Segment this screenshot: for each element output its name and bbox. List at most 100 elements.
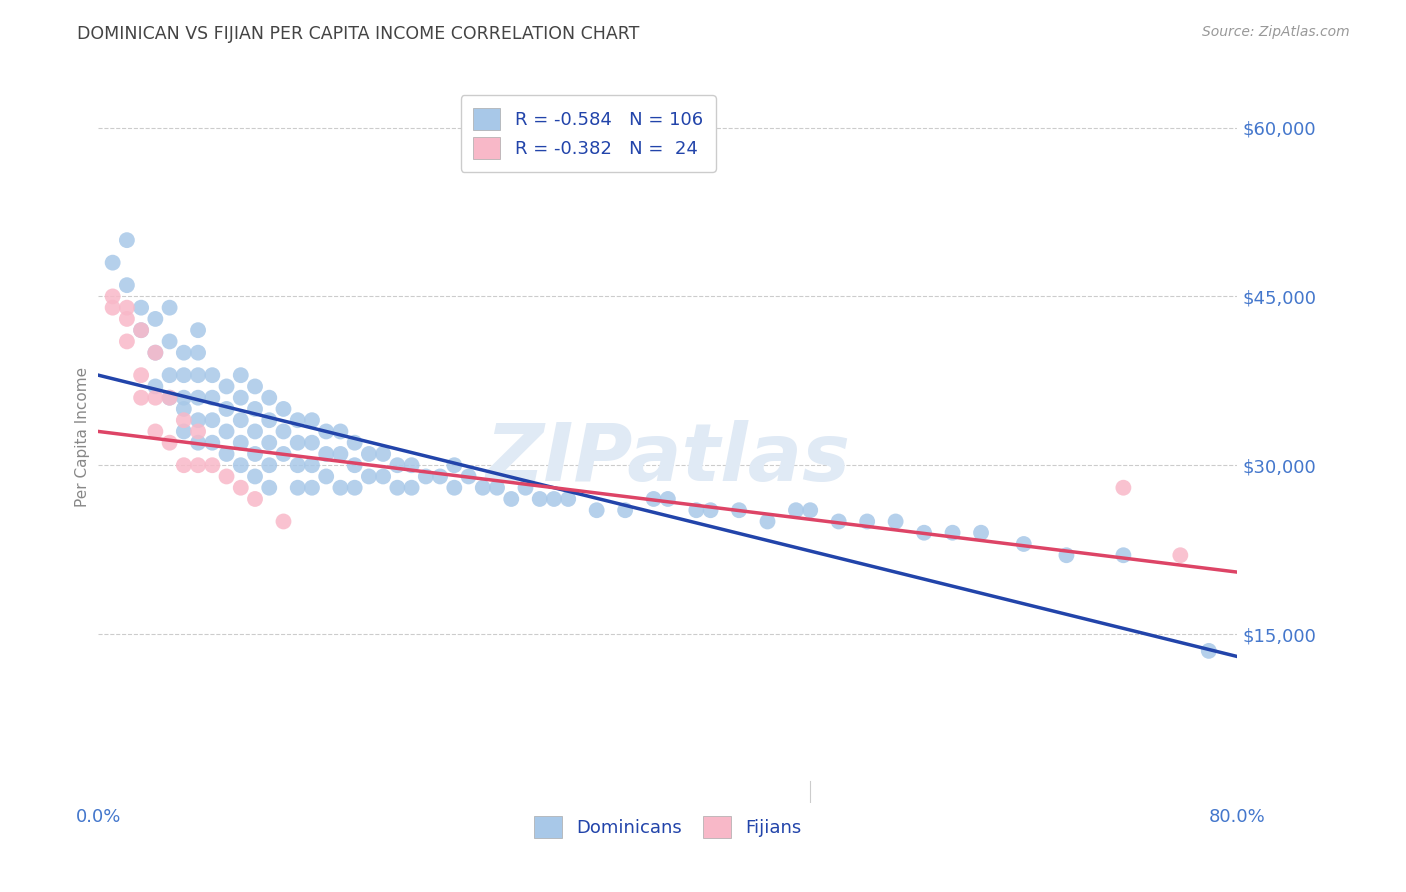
Point [884,515,907,529]
Point [912,525,935,540]
Point [129,368,152,383]
Point [343,481,366,495]
Point [201,413,224,427]
Point [643,491,665,506]
Point [229,413,252,427]
Point [543,491,565,506]
Legend: Dominicans, Fijians: Dominicans, Fijians [527,808,808,845]
Point [145,345,167,359]
Point [970,525,993,540]
Point [129,391,152,405]
Point [243,491,266,506]
Point [173,458,195,473]
Text: DOMINICAN VS FIJIAN PER CAPITA INCOME CORRELATION CHART: DOMINICAN VS FIJIAN PER CAPITA INCOME CO… [77,25,640,43]
Point [373,469,395,483]
Point [129,301,152,315]
Point [187,435,209,450]
Point [229,368,252,383]
Point [145,425,167,439]
Point [145,391,167,405]
Point [215,401,238,416]
Point [159,301,181,315]
Point [301,481,323,495]
Point [1198,644,1220,658]
Point [1012,537,1035,551]
Point [415,469,437,483]
Point [145,345,167,359]
Point [287,481,309,495]
Point [387,458,409,473]
Point [187,391,209,405]
Point [129,323,152,337]
Point [173,425,195,439]
Point [501,491,523,506]
Point [357,447,380,461]
Point [443,458,465,473]
Point [1056,548,1078,562]
Point [201,435,224,450]
Point [301,413,323,427]
Point [315,447,337,461]
Y-axis label: Per Capita Income: Per Capita Income [75,367,90,508]
Point [187,368,209,383]
Point [259,458,281,473]
Point [187,458,209,473]
Point [273,425,295,439]
Point [145,379,167,393]
Point [315,425,337,439]
Point [187,323,209,337]
Point [756,515,779,529]
Point [471,481,494,495]
Point [329,447,352,461]
Point [159,391,181,405]
Point [357,469,380,483]
Point [799,503,821,517]
Point [557,491,579,506]
Point [315,469,337,483]
Point [259,391,281,405]
Point [457,469,479,483]
Point [301,435,323,450]
Point [145,312,167,326]
Point [273,401,295,416]
Point [229,458,252,473]
Point [273,447,295,461]
Point [1112,548,1135,562]
Point [229,435,252,450]
Point [115,301,138,315]
Point [115,278,138,293]
Point [259,481,281,495]
Point [173,401,195,416]
Point [387,481,409,495]
Point [287,435,309,450]
Text: ZIPatlas: ZIPatlas [485,420,851,498]
Point [173,345,195,359]
Point [401,481,423,495]
Point [401,458,423,473]
Point [159,334,181,349]
Text: Source: ZipAtlas.com: Source: ZipAtlas.com [1202,25,1350,39]
Point [273,515,295,529]
Point [287,413,309,427]
Point [215,425,238,439]
Point [243,469,266,483]
Point [187,413,209,427]
Point [215,447,238,461]
Point [243,379,266,393]
Point [101,255,124,269]
Point [243,425,266,439]
Point [301,458,323,473]
Point [173,391,195,405]
Point [129,323,152,337]
Point [173,368,195,383]
Point [585,503,607,517]
Point [657,491,679,506]
Point [287,458,309,473]
Point [201,458,224,473]
Point [229,391,252,405]
Point [115,233,138,247]
Point [101,289,124,303]
Point [187,345,209,359]
Point [215,469,238,483]
Point [259,435,281,450]
